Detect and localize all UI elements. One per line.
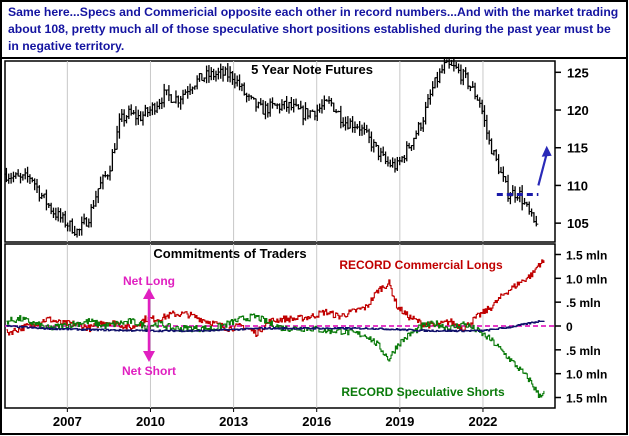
price-y-tick-label: 115	[567, 141, 588, 156]
up-arrow	[537, 145, 552, 186]
header-commentary: Same here...Specs and Commericial opposi…	[8, 5, 619, 53]
price-grid	[66, 61, 484, 242]
x-tick-label: 2007	[53, 414, 82, 429]
commercial-longs-label: RECORD Commercial Longs	[339, 258, 503, 272]
x-axis: 2007 2010 2013 2016 2019 2022	[53, 408, 497, 429]
cot-y-tick-label: .5 mln	[566, 344, 601, 358]
price-bars	[4, 57, 539, 238]
x-tick-label: 2019	[385, 414, 414, 429]
net-short-arrowhead	[143, 351, 155, 362]
price-bar	[534, 215, 539, 227]
net-long-arrowhead	[143, 288, 155, 299]
price-chart-title: 5 Year Note Futures	[251, 62, 373, 77]
price-panel	[4, 60, 556, 243]
x-tick-label: 2022	[468, 414, 497, 429]
x-tick-label: 2016	[302, 414, 331, 429]
speculative-shorts-line	[6, 313, 545, 399]
net-short-label: Net Short	[122, 364, 176, 378]
cot-y-tick-label: 1.0 mln	[566, 368, 607, 382]
price-y-tick-label: 105	[567, 216, 589, 231]
cot-y-tick-label: 1.5 mln	[566, 248, 607, 262]
net-long-label: Net Long	[123, 274, 175, 288]
net-arrows	[143, 288, 155, 362]
x-tick-label: 2010	[136, 414, 165, 429]
cot-y-tick-label: .5 mln	[566, 296, 601, 310]
cot-y-tick-label: 1.5 mln	[566, 392, 607, 406]
price-y-axis: 125 120 115 110 105	[555, 65, 589, 231]
cot-y-tick-label: 1.0 mln	[566, 272, 607, 286]
price-y-tick-label: 120	[567, 103, 589, 118]
x-tick-label: 2013	[219, 414, 248, 429]
small-traders-line	[6, 320, 545, 333]
cot-chart-title: Commitments of Traders	[153, 246, 306, 261]
cot-y-axis: 1.5 mln 1.0 mln .5 mln 0 .5 mln 1.0 mln 1.5 ml…	[555, 248, 607, 406]
price-y-tick-label: 125	[567, 65, 589, 80]
speculative-shorts-label: RECORD Speculative Shorts	[341, 385, 505, 399]
price-y-tick-label: 110	[567, 178, 588, 193]
cot-y-tick-label: 0	[566, 320, 573, 334]
cot-lines	[5, 259, 555, 399]
